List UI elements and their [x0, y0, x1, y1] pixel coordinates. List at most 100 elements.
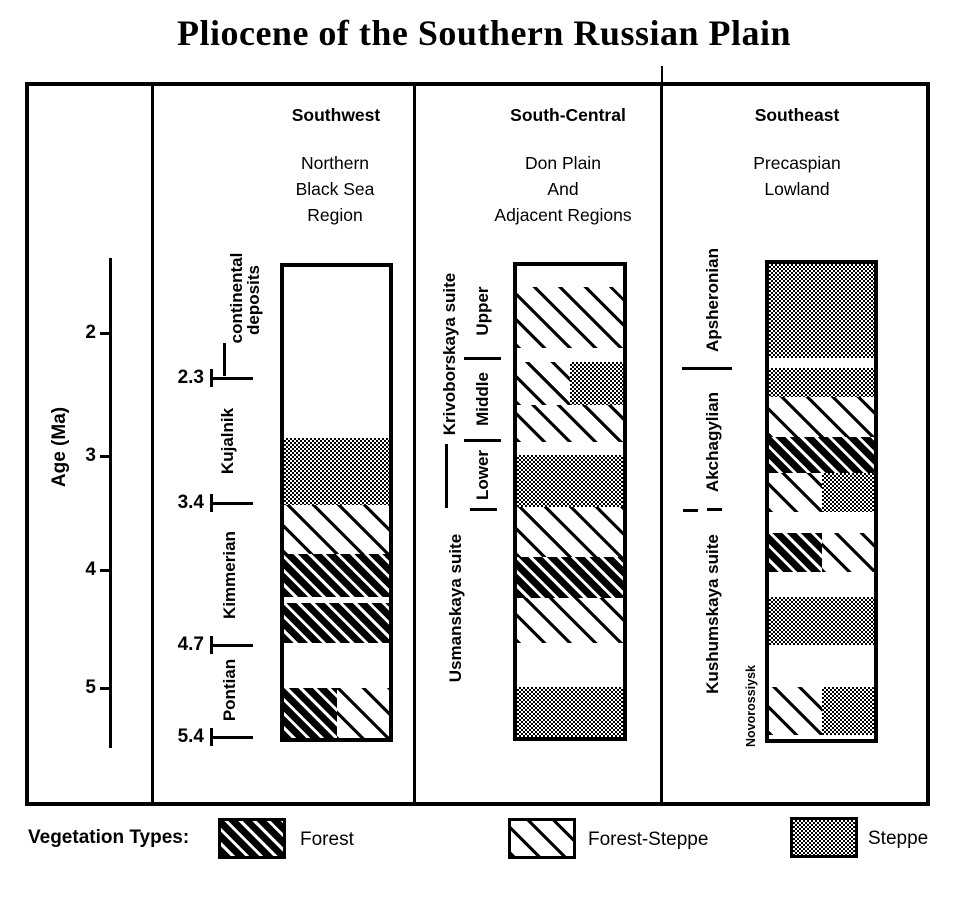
unit-label-usmanskaya-suite: Usmanskaya suite: [446, 533, 465, 683]
legend-swatch-forest: [218, 818, 286, 859]
veg-band: [284, 554, 389, 597]
boundary-tick-2-3: [213, 377, 253, 380]
region-line: And: [547, 179, 579, 199]
veg-band: [517, 507, 623, 557]
region-southwest: Northern Black Sea Region: [245, 150, 425, 228]
boundary-label-3-4: 3.4: [177, 492, 204, 513]
region-line: Black Sea: [295, 179, 375, 199]
boundary-label-5-4: 5.4: [177, 726, 204, 747]
header-south-central: South-Central: [510, 105, 626, 125]
veg-band-right: [821, 533, 874, 572]
upper-middle-tick: [464, 357, 501, 360]
veg-band-right: [821, 473, 874, 512]
veg-band: [284, 603, 389, 643]
unit-label-novorossiysk: Novorossiysk: [744, 665, 758, 747]
veg-band-right: [336, 688, 389, 738]
unit-label-kimmerian: Kimmerian: [220, 531, 239, 619]
unit-label-apsheronian: Apsheronian: [703, 248, 722, 352]
region-line: Don Plain: [525, 153, 601, 173]
age-axis-label: Age (Ma): [49, 406, 70, 488]
boundary-stub-2-3: [210, 369, 213, 387]
boundary-stub-5-4: [210, 728, 213, 746]
region-line: Lowland: [764, 179, 830, 199]
legend-title: Vegetation Types:: [28, 827, 190, 848]
unit-label-middle: Middle: [473, 372, 492, 426]
veg-band-right: [570, 362, 623, 405]
veg-band-left: [769, 687, 822, 735]
unit-label-upper: Upper: [473, 286, 492, 336]
veg-band: [769, 397, 874, 437]
boundary-stub-4-7: [210, 636, 213, 654]
divider-spike-mark: [661, 66, 663, 82]
header-southeast: Southeast: [754, 105, 840, 125]
figure-frame: [25, 82, 930, 806]
veg-band: [517, 442, 623, 455]
unit-label-krivoborskaya-suite: Krivoborskaya suite: [440, 272, 459, 436]
veg-band: [769, 264, 874, 358]
veg-band: [284, 267, 389, 438]
header-southwest: Southwest: [291, 105, 381, 125]
boundary-label-2-3: 2.3: [177, 367, 204, 388]
region-line: Adjacent Regions: [494, 205, 632, 225]
middle-lower-tick: [464, 439, 501, 442]
veg-band: [769, 645, 874, 687]
panel-divider-1: [151, 82, 154, 806]
legend-label-forest-steppe: Forest-Steppe: [588, 829, 709, 850]
boundary-tick-4-7: [213, 644, 253, 647]
veg-band: [517, 362, 623, 405]
region-south-central: Don Plain And Adjacent Regions: [468, 150, 658, 228]
legend-label-steppe: Steppe: [868, 828, 929, 849]
veg-band: [284, 597, 389, 603]
boundary-stub-3-4: [210, 494, 213, 512]
veg-band-left: [284, 688, 337, 738]
veg-band: [284, 643, 389, 688]
akchagylian-dash-1: [683, 509, 698, 512]
region-line: Northern: [300, 153, 370, 173]
region-southeast: Precaspian Lowland: [707, 150, 887, 202]
veg-band: [517, 643, 623, 687]
age-tick-2: [100, 332, 111, 335]
veg-band-right: [821, 687, 874, 735]
panel-divider-3: [660, 82, 663, 806]
veg-band: [769, 368, 874, 397]
region-line: Precaspian: [753, 153, 841, 173]
veg-band: [769, 473, 874, 512]
veg-band: [284, 688, 389, 738]
age-tick-label-4: 4: [85, 559, 96, 580]
veg-band: [769, 597, 874, 645]
age-tick-label-3: 3: [85, 445, 96, 466]
age-tick-label-2: 2: [85, 322, 96, 343]
boundary-tick-5-4: [213, 736, 253, 739]
veg-band-left: [769, 473, 822, 512]
veg-band: [769, 358, 874, 368]
unit-label-lower: Lower: [473, 449, 492, 501]
unit-label-akchagylian: Akchagylian: [703, 391, 722, 493]
strat-column-southeast: [765, 260, 878, 743]
veg-band: [284, 505, 389, 554]
veg-band: [517, 455, 623, 507]
legend-label-forest: Forest: [300, 829, 354, 850]
figure-title: Pliocene of the Southern Russian Plain: [176, 13, 792, 53]
strat-column-southwest: [280, 263, 393, 742]
age-tick-4: [100, 569, 111, 572]
unit-label-kujalnik: Kujalnik: [218, 407, 237, 475]
veg-band: [517, 405, 623, 442]
region-line: Region: [307, 205, 363, 225]
boundary-tick-3-4: [213, 502, 253, 505]
veg-band: [517, 687, 623, 737]
veg-band: [769, 572, 874, 597]
akchagylian-dash-2: [707, 508, 722, 511]
age-tick-label-5: 5: [85, 677, 96, 698]
veg-band: [517, 266, 623, 287]
veg-band-left: [517, 362, 570, 405]
lower-end-tick: [470, 508, 497, 511]
age-tick-5: [100, 687, 111, 690]
veg-band: [769, 687, 874, 735]
legend-swatch-steppe: [790, 817, 858, 858]
apsheronian-akchagylian-tick: [682, 367, 732, 370]
age-tick-3: [100, 455, 111, 458]
panel-divider-2: [413, 82, 416, 806]
veg-band: [769, 533, 874, 572]
unit-label-kushumskaya-suite: Kushumskaya suite: [703, 534, 722, 694]
